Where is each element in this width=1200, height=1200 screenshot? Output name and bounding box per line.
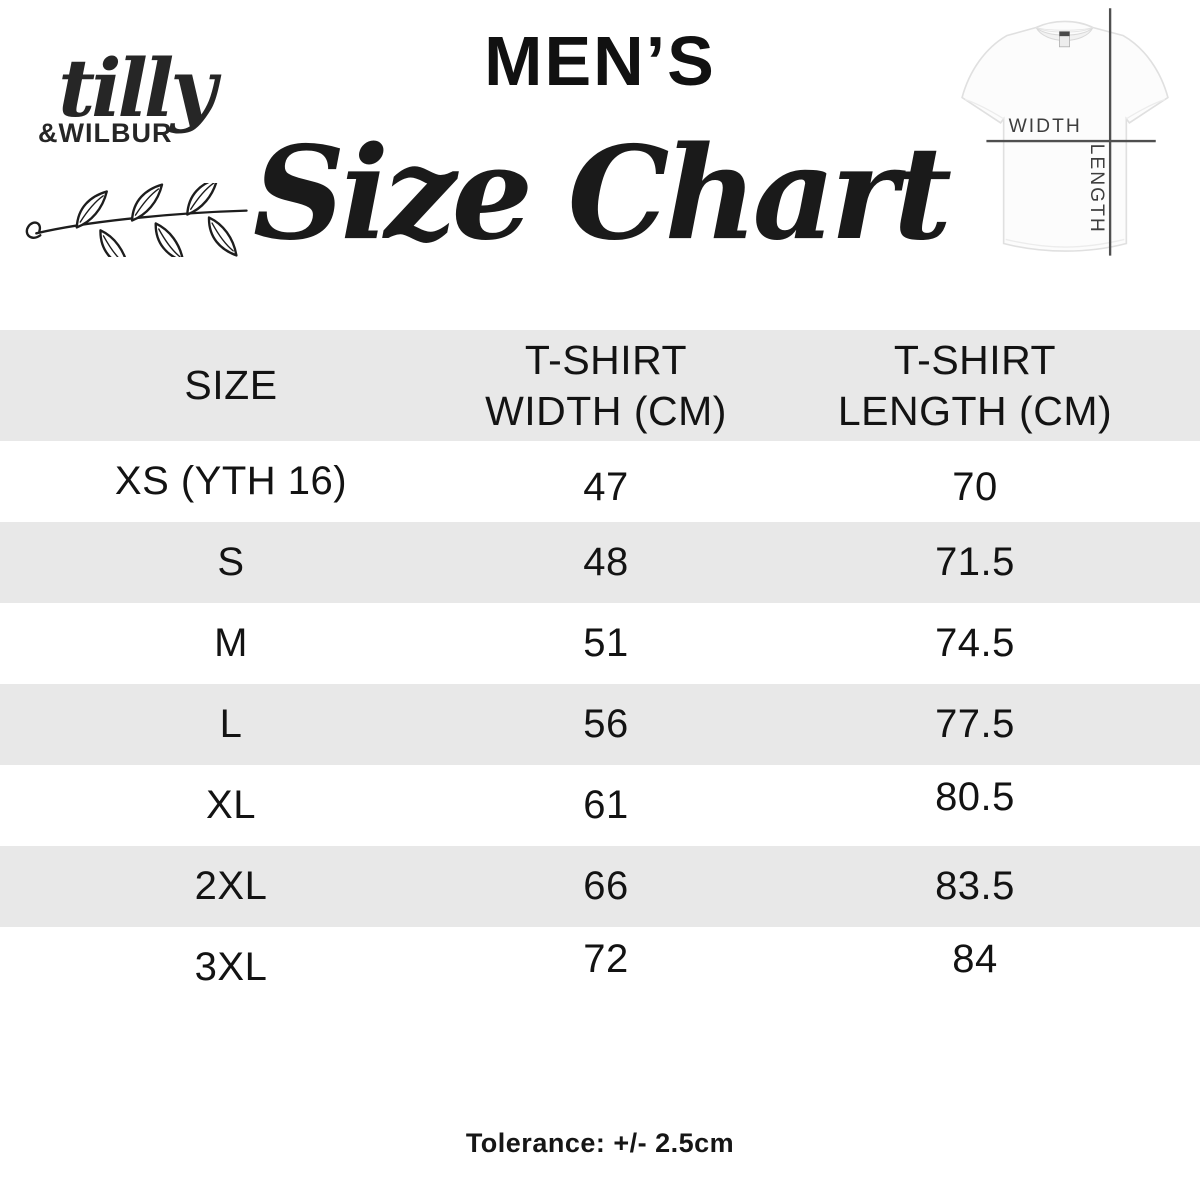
brand-name-caps: &WILBUR [38,118,173,148]
length-cell: 71.5 [935,540,1015,584]
width-cell: 56 [583,702,629,746]
size-cell: M [214,621,248,665]
table-row: S 48 71.5 [0,522,1200,603]
length-cell: 74.5 [935,621,1015,665]
width-cell: 51 [583,621,629,665]
size-cell: L [219,702,243,746]
width-cell: 61 [583,783,629,827]
width-cell: 66 [583,864,629,908]
size-cell: XL [206,783,256,827]
brand-logo: tilly &WILBUR [28,41,243,149]
table-row: XL 61 80.5 [0,765,1200,846]
brand-name-script: tilly [58,41,217,135]
width-cell: 72 [462,927,750,1008]
length-cell: 84 [750,927,1200,1008]
column-header-width: T-SHIRT WIDTH (CM) [462,330,750,441]
tshirt-measure-diagram: WIDTH LENGTH [961,8,1169,256]
size-cell: S [217,540,245,584]
tolerance-note: Tolerance: +/- 2.5cm [465,1128,735,1158]
column-header-length-label: T-SHIRT LENGTH (CM) [837,337,1113,434]
size-cell: 3XL [194,945,268,989]
column-header-width-label: T-SHIRT WIDTH (CM) [485,337,727,434]
width-label: WIDTH [1009,116,1082,137]
size-cell: XS (YTH 16) [114,459,348,503]
table-row: XS (YTH 16) 47 70 [0,441,1200,522]
length-value: 84 [952,937,998,981]
column-header-length: T-SHIRT LENGTH (CM) [750,330,1200,441]
table-header-row: SIZE T-SHIRT WIDTH (CM) T-SHIRT LENGTH (… [0,330,1200,441]
column-header-size-label: SIZE [184,362,278,409]
length-value: 80.5 [935,775,1015,819]
laurel-branch-icon [25,183,248,257]
column-header-size: SIZE [0,330,462,441]
length-cell: 83.5 [935,864,1015,908]
table-row: 3XL 72 84 [0,927,1200,1008]
table-row: L 56 77.5 [0,684,1200,765]
length-cell: 77.5 [935,702,1015,746]
table-row: 2XL 66 83.5 [0,846,1200,927]
width-cell: 48 [583,540,629,584]
width-cell: 47 [462,441,750,522]
width-value: 72 [583,937,629,981]
category-title: MEN’S [484,22,716,100]
length-value: 70 [952,465,998,509]
page-header: tilly &WILBUR MEN’S Size C [0,0,1200,330]
page-title: Size Chart [252,119,952,269]
length-cell: 70 [750,441,1200,522]
width-value: 47 [583,465,629,509]
length-label: LENGTH [1086,144,1107,234]
table-row: M 51 74.5 [0,603,1200,684]
size-cell: 2XL [194,864,268,908]
size-chart-table: SIZE T-SHIRT WIDTH (CM) T-SHIRT LENGTH (… [0,330,1200,1008]
length-cell: 80.5 [750,765,1200,846]
